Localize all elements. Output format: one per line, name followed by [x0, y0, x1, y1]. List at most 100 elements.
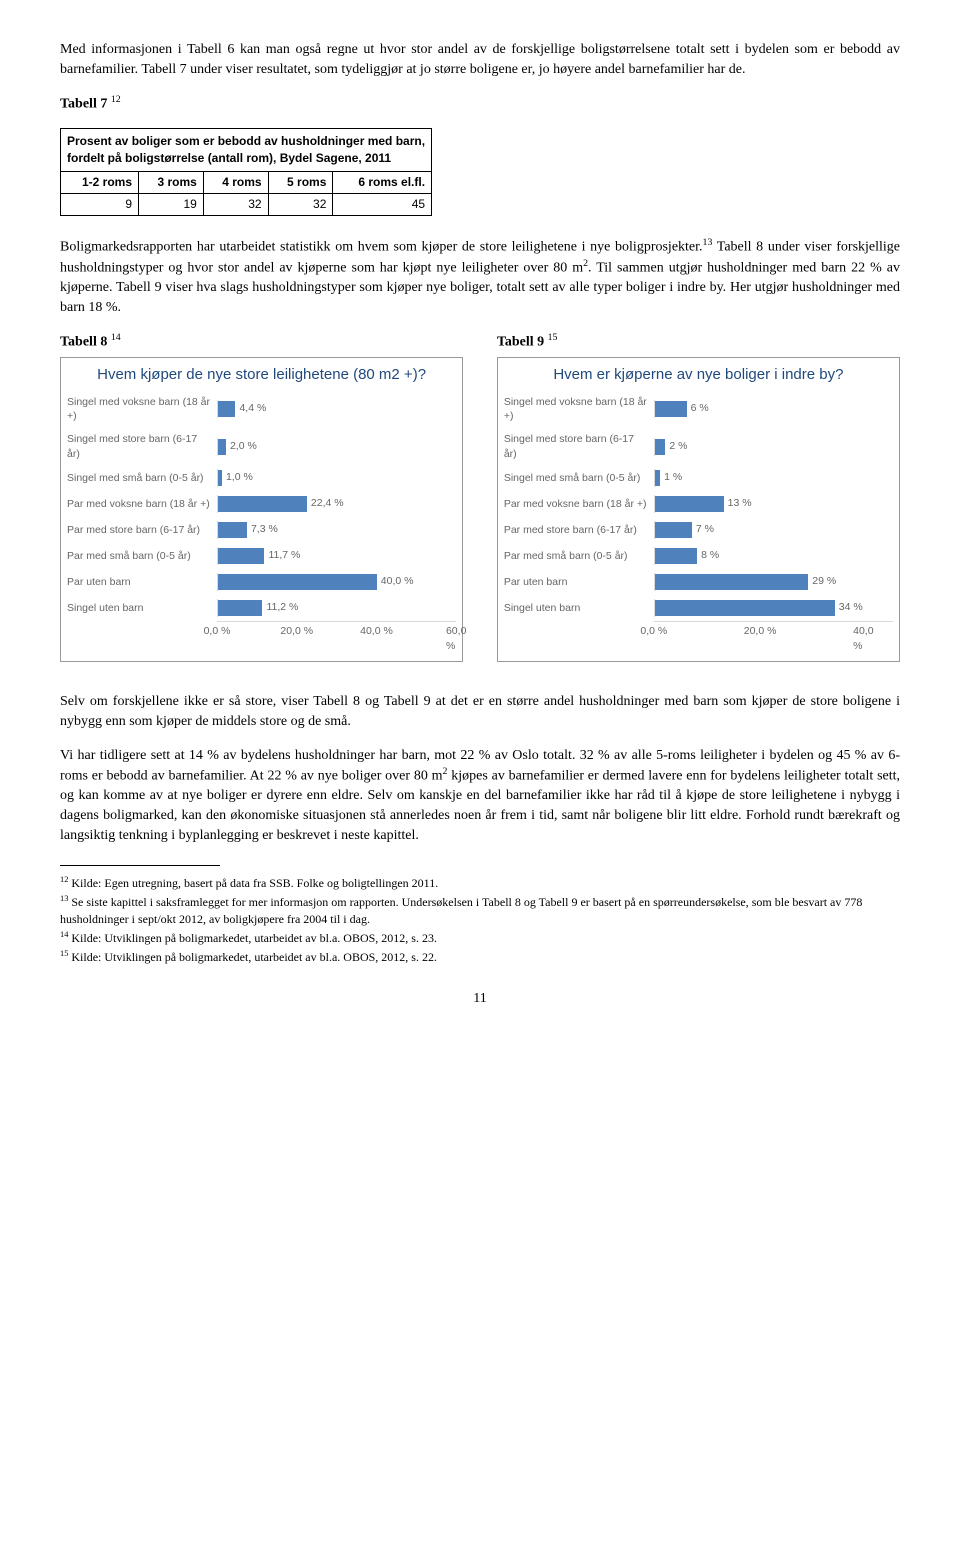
table7-caption-l1: Prosent av boliger som er bebodd av hush… [67, 134, 425, 148]
chart9-bars: Singel med voksne barn (18 år +) 6 % Singe… [504, 395, 893, 618]
chart-bar-value: 7 % [696, 522, 714, 537]
chart-bar-category: Singel med store barn (6-17 år) [504, 432, 654, 461]
chart-bar-value: 13 % [728, 496, 752, 511]
footnote-12: 12 Kilde: Egen utregning, basert på data… [60, 874, 900, 891]
chart-bar-area: 7 % [654, 521, 893, 539]
paragraph-2: Boligmarkedsrapporten har utarbeidet sta… [60, 236, 900, 318]
chart8-box: Hvem kjøper de nye store leilighetene (8… [60, 357, 463, 663]
chart-bar-value: 29 % [812, 574, 836, 589]
table7-data-row: 9 19 32 32 45 [61, 193, 432, 215]
chart-bar-row: Par uten barn 40,0 % [67, 573, 456, 591]
chart-bar-value: 2,0 % [230, 439, 257, 454]
chart-bar-fill [218, 496, 307, 512]
chart8-label-text: Tabell 8 [60, 335, 107, 350]
paragraph-1: Med informasjonen i Tabell 6 kan man ogs… [60, 40, 900, 79]
chart-bar-area: 34 % [654, 599, 893, 617]
chart-bar-area: 2,0 % [217, 438, 456, 456]
chart-bar-row: Singel med store barn (6-17 år) 2 % [504, 432, 893, 461]
paragraph-4: Vi har tidligere sett at 14 % av bydelen… [60, 746, 900, 846]
chart-bar-category: Par uten barn [504, 575, 654, 590]
chart-bar-area: 8 % [654, 547, 893, 565]
chart-bar-fill [655, 401, 687, 417]
table7-header-cell: 4 roms [203, 172, 268, 194]
chart-bar-category: Singel med små barn (0-5 år) [67, 471, 217, 486]
table7-data-cell: 45 [333, 193, 432, 215]
footnote-14: 14 Kilde: Utviklingen på boligmarkedet, … [60, 929, 900, 946]
chart-bar-value: 11,2 % [266, 600, 298, 615]
chart-bar-fill [218, 522, 247, 538]
chart-axis-tick: 40,0 % [360, 624, 393, 639]
chart-bar-row: Par med store barn (6-17 år)7,3 % [67, 521, 456, 539]
chart8-label: Tabell 8 14 [60, 331, 463, 352]
chart9-box: Hvem er kjøperne av nye boliger i indre … [497, 357, 900, 663]
chart-bar-area: 22,4 % [217, 495, 456, 513]
chart-axis-tick: 0,0 % [640, 624, 667, 639]
chart9-axis: 0,0 %20,0 %40,0 % [504, 621, 893, 637]
chart-bar-row: Par med små barn (0-5 år) 8 % [504, 547, 893, 565]
chart-bar-fill [218, 439, 226, 455]
chart-bar-value: 2 % [669, 439, 687, 454]
chart-bar-fill [655, 600, 835, 616]
chart-bar-value: 40,0 % [381, 574, 414, 589]
chart-bar-row: Singel med voksne barn (18 år +) 4,4 % [67, 395, 456, 424]
chart9-label-text: Tabell 9 [497, 335, 544, 350]
chart-bar-category: Singel med store barn (6-17 år) [67, 432, 217, 461]
chart-bar-value: 6 % [691, 401, 709, 416]
chart-bar-fill [655, 496, 724, 512]
chart-bar-value: 1 % [664, 470, 682, 485]
chart-bar-category: Singel med voksne barn (18 år +) [504, 395, 654, 424]
chart-bar-row: Par med store barn (6-17 år) 7 % [504, 521, 893, 539]
chart-bar-row: Par med små barn (0-5 år)11,7 % [67, 547, 456, 565]
chart-axis-tick: 40,0 % [853, 624, 880, 653]
chart-bar-area: 13 % [654, 495, 893, 513]
chart8-title: Hvem kjøper de nye store leilighetene (8… [67, 364, 456, 385]
table7-label-text: Tabell 7 [60, 97, 107, 112]
chart-bar-value: 1,0 % [226, 470, 253, 485]
chart-bar-value: 4,4 % [239, 401, 266, 416]
chart-axis-tick: 60,0 % [446, 624, 466, 653]
table7-header-cell: 1-2 roms [61, 172, 139, 194]
chart-bar-row: Singel med store barn (6-17 år) 2,0 % [67, 432, 456, 461]
chart-bar-fill [218, 470, 222, 486]
footnote-15-text: Kilde: Utviklingen på boligmarkedet, uta… [71, 950, 437, 964]
chart-bar-row: Par med voksne barn (18 år +)13 % [504, 495, 893, 513]
chart-axis-tick: 0,0 % [204, 624, 231, 639]
chart-bar-value: 8 % [701, 548, 719, 563]
chart9-footnote-ref: 15 [548, 332, 558, 343]
charts-row: Tabell 8 14 Hvem kjøper de nye store lei… [60, 331, 900, 662]
chart-bar-row: Singel med små barn (0-5 år) 1,0 % [67, 469, 456, 487]
chart-bar-category: Par uten barn [67, 575, 217, 590]
chart8-wrap: Tabell 8 14 Hvem kjøper de nye store lei… [60, 331, 463, 662]
chart-bar-category: Par med store barn (6-17 år) [67, 523, 217, 538]
table7-header-cell: 6 roms el.fl. [333, 172, 432, 194]
page-number: 11 [60, 989, 900, 1009]
chart-bar-fill [218, 548, 264, 564]
chart-bar-value: 11,7 % [268, 548, 300, 563]
table7-footnote-ref: 12 [111, 94, 121, 105]
chart-bar-area: 11,7 % [217, 547, 456, 565]
chart-bar-row: Singel med små barn (0-5 år)1 % [504, 469, 893, 487]
chart-bar-category: Par med voksne barn (18 år +) [67, 497, 217, 512]
chart-bar-category: Par med store barn (6-17 år) [504, 523, 654, 538]
footnote-13: 13 Se siste kapittel i saksframlegget fo… [60, 893, 900, 926]
chart-bar-area: 2 % [654, 438, 893, 456]
table7-caption: Prosent av boliger som er bebodd av hush… [61, 129, 432, 172]
chart-axis-tick: 20,0 % [280, 624, 313, 639]
chart8-footnote-ref: 14 [111, 332, 121, 343]
chart-bar-fill [655, 522, 692, 538]
chart8-axis: 0,0 %20,0 %40,0 %60,0 % [67, 621, 456, 637]
footnote-15: 15 Kilde: Utviklingen på boligmarkedet, … [60, 948, 900, 965]
table7: Prosent av boliger som er bebodd av hush… [60, 128, 432, 215]
chart-bar-area: 29 % [654, 573, 893, 591]
table7-header-row: 1-2 roms 3 roms 4 roms 5 roms 6 roms el.… [61, 172, 432, 194]
chart-bar-area: 40,0 % [217, 573, 456, 591]
chart-bar-category: Par med små barn (0-5 år) [504, 549, 654, 564]
chart-bar-category: Singel med voksne barn (18 år +) [67, 395, 217, 424]
chart-bar-value: 34 % [839, 600, 863, 615]
chart-bar-category: Singel uten barn [67, 601, 217, 616]
chart9-wrap: Tabell 9 15 Hvem er kjøperne av nye boli… [497, 331, 900, 662]
table7-label: Tabell 7 12 [60, 93, 900, 114]
footnote-13-text: Se siste kapittel i saksframlegget for m… [60, 895, 862, 925]
chart-bar-area: 1,0 % [217, 469, 456, 487]
footnote-separator [60, 865, 220, 866]
